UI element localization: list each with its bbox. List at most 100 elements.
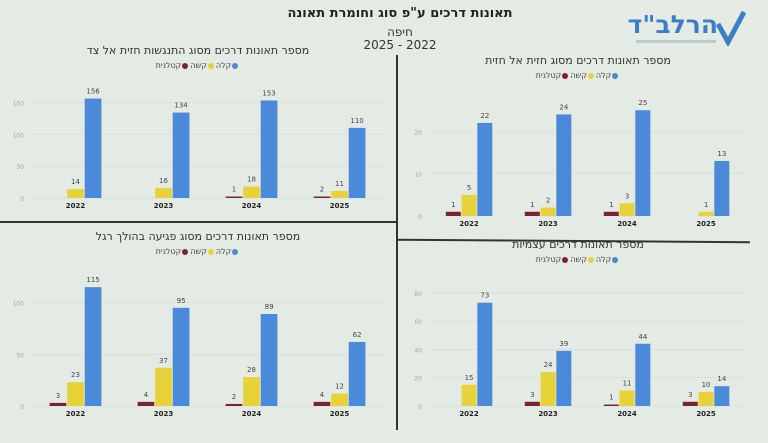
data-label: 89 [265, 303, 274, 311]
bar-severe-2023 [540, 372, 556, 406]
legend-label-severe: קשה [570, 71, 587, 80]
y-tick-label: 0 [20, 404, 24, 411]
bar-severe-2023 [155, 187, 172, 198]
bar-severe-2022 [67, 382, 84, 406]
chart-single-vehicle: מספר תאונות דרכים עצמיות קלה קשה קטלנית 0 20 4… [398, 236, 758, 428]
y-tick-label: 80 [414, 291, 422, 298]
data-label: 2 [320, 186, 324, 194]
data-label: 3 [56, 392, 60, 400]
data-label: 44 [638, 333, 647, 341]
data-label: 13 [717, 150, 726, 158]
chart-title: מספר תאונות דרכים מסוג התנגשות חזית אל צ… [86, 44, 310, 57]
page-title: תאונות דרכים ע"פ סוג וחומרת תאונה [287, 6, 513, 21]
bar-severe-2023 [155, 367, 172, 406]
legend-label-light: קלה [215, 247, 232, 256]
chart-title: מספר תאונות דרכים מסוג פגיעה בהולך רגל [95, 230, 301, 243]
data-label: 16 [159, 177, 168, 185]
bar-fatal-2024 [603, 404, 619, 406]
chart-title: מספר תאונות דרכים עצמיות [512, 238, 644, 251]
data-label: 23 [71, 371, 80, 379]
divider-vertical [396, 55, 398, 430]
data-label: 2 [232, 393, 236, 401]
bar-severe-2022 [67, 189, 84, 198]
chart-front-to-side: מספר תאונות דרכים מסוג התנגשות חזית אל צ… [0, 42, 396, 220]
data-label: 22 [480, 112, 489, 120]
data-label: 37 [159, 357, 168, 365]
data-label: 3 [530, 391, 534, 399]
chart-head-on: מספר תאונות דרכים מסוג חזית אל חזית קלה קש… [398, 52, 758, 238]
chart-title: מספר תאונות דרכים מסוג חזית אל חזית [485, 54, 671, 67]
bar-severe-2025 [331, 393, 348, 406]
data-label: 1 [530, 201, 534, 209]
data-label: 3 [625, 192, 629, 200]
logo: הרלב"ד [628, 10, 746, 50]
chart-legend: קלה קשה קטלנית [398, 71, 758, 80]
data-label: 1 [609, 201, 613, 209]
bar-fatal-2025 [313, 196, 331, 198]
bar-light-2024 [260, 100, 278, 198]
x-tick-label: 2023 [154, 202, 174, 210]
legend-label-fatal: קטלנית [155, 61, 182, 70]
chart-pedestrian: מספר תאונות דרכים מסוג פגיעה בהולך רגל קל… [0, 228, 396, 428]
bar-severe-2024 [243, 377, 260, 406]
data-label: 24 [559, 103, 568, 111]
bar-fatal-2023 [137, 401, 155, 406]
data-label: 14 [717, 375, 726, 383]
data-label: 4 [320, 391, 325, 399]
data-label: 11 [623, 379, 632, 387]
years-subtitle: 2025 - 2022 [363, 38, 437, 52]
x-tick-label: 2024 [617, 220, 637, 228]
y-tick-label: 20 [414, 129, 422, 136]
bar-light-2022 [84, 287, 102, 406]
y-tick-label: 60 [414, 319, 422, 326]
bar-severe-2022 [461, 194, 477, 216]
bar-fatal-2022 [49, 402, 67, 406]
chart-legend: קלה קשה קטלנית [0, 247, 396, 256]
data-label: 24 [544, 361, 553, 369]
legend-swatch-light [232, 62, 239, 69]
y-tick-label: 40 [414, 347, 422, 354]
data-label: 153 [262, 89, 275, 97]
legend-label-severe: קשה [190, 61, 207, 70]
data-label: 1 [609, 394, 613, 402]
data-label: 1 [704, 201, 708, 209]
data-label: 15 [465, 374, 474, 382]
bar-fatal-2022 [445, 211, 461, 216]
y-tick-label: 10 [414, 172, 422, 179]
legend-label-light: קלה [215, 61, 232, 70]
bar-light-2024 [635, 110, 651, 216]
data-label: 156 [86, 88, 100, 96]
checkmark-icon [716, 10, 746, 46]
bar-severe-2024 [619, 390, 635, 406]
bar-severe-2023 [540, 207, 556, 216]
bar-fatal-2023 [524, 401, 540, 406]
bar-light-2025 [714, 386, 730, 406]
data-label: 28 [247, 366, 256, 374]
x-tick-label: 2025 [330, 410, 350, 418]
legend-swatch-severe [207, 62, 214, 69]
data-label: 14 [71, 178, 80, 186]
logo-tagline [636, 40, 716, 43]
data-label: 10 [702, 381, 711, 389]
chart-plot: 0 50 100 3 23 115 2022 4 37 95 2023 2 28 89 2024 4 12 62 2… [13, 276, 384, 418]
divider-horizontal-left [0, 221, 396, 223]
y-tick-label: 20 [414, 376, 422, 383]
x-tick-label: 2023 [538, 410, 558, 418]
data-label: 4 [144, 391, 149, 399]
legend-label-severe: קשה [190, 247, 207, 256]
data-label: 5 [467, 184, 471, 192]
y-tick-label: 50 [16, 164, 24, 171]
bar-light-2023 [556, 350, 572, 406]
bar-light-2024 [635, 343, 651, 406]
bar-fatal-2023 [524, 211, 540, 216]
x-tick-label: 2024 [242, 410, 262, 418]
legend-label-fatal: קטלנית [155, 247, 182, 256]
data-label: 115 [86, 276, 99, 284]
data-label: 110 [350, 117, 363, 125]
data-label: 134 [174, 102, 188, 110]
legend-label-fatal: קטלנית [535, 71, 562, 80]
y-tick-label: 0 [20, 196, 24, 203]
x-tick-label: 2022 [66, 410, 86, 418]
data-label: 39 [559, 340, 568, 348]
